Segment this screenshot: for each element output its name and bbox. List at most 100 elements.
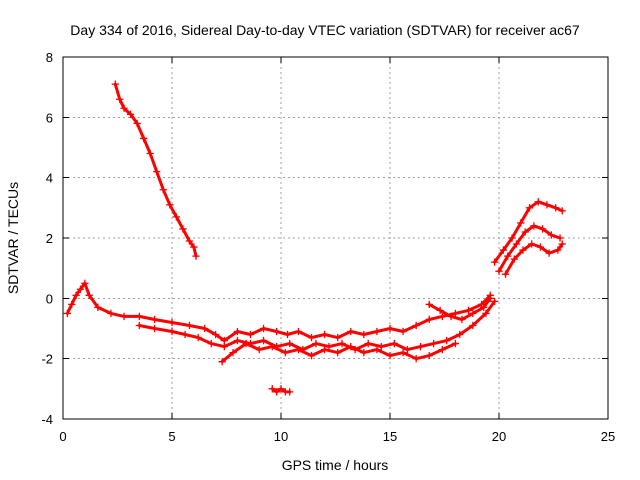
- data-point: [538, 225, 547, 233]
- data-point: [451, 339, 460, 348]
- x-tick-label: 0: [59, 429, 66, 444]
- data-point: [111, 80, 119, 88]
- data-point: [325, 342, 333, 351]
- y-tick-label: 6: [46, 110, 53, 125]
- data-point: [469, 309, 477, 318]
- data-point: [120, 104, 128, 112]
- data-point: [347, 342, 355, 351]
- data-point: [508, 234, 516, 242]
- y-tick-label: 2: [46, 231, 53, 246]
- data-point: [545, 249, 553, 257]
- x-tick-label: 10: [274, 429, 288, 444]
- x-tick-label: 20: [492, 429, 506, 444]
- data-point: [443, 336, 451, 345]
- data-point: [495, 267, 503, 275]
- data-point: [464, 306, 473, 315]
- data-point: [172, 213, 181, 221]
- x-axis-ticks: 0 5 10 15 20 25: [59, 57, 615, 444]
- data-point: [259, 336, 268, 345]
- data-point: [233, 336, 242, 345]
- data-point: [521, 228, 529, 236]
- data-point: [168, 318, 176, 327]
- data-point: [168, 327, 176, 336]
- data-point: [338, 339, 346, 348]
- data-point: [390, 339, 399, 348]
- data-point: [185, 237, 194, 245]
- data-point: [556, 234, 564, 242]
- data-point: [63, 309, 72, 318]
- data-point: [85, 291, 93, 299]
- x-axis-label: GPS time / hours: [282, 457, 389, 473]
- data-point: [294, 345, 303, 354]
- data-point: [412, 355, 420, 363]
- data-point: [120, 312, 128, 321]
- gridlines: [63, 57, 608, 419]
- data-point: [558, 240, 566, 248]
- data-point: [486, 294, 494, 302]
- data-point: [528, 240, 536, 248]
- data-point: [233, 327, 242, 336]
- data-point: [68, 300, 76, 309]
- data-point: [436, 306, 444, 315]
- data-point: [554, 246, 562, 254]
- data-point: [403, 345, 412, 354]
- data-point: [286, 339, 294, 348]
- data-point: [307, 352, 316, 360]
- data-point: [76, 285, 85, 293]
- data-point: [211, 330, 220, 339]
- data-point: [286, 388, 294, 396]
- data-point: [504, 252, 512, 260]
- data-point: [166, 201, 174, 209]
- series-track-5: [425, 294, 494, 324]
- data-point: [416, 342, 425, 351]
- data-point: [133, 119, 141, 128]
- data-point: [438, 312, 446, 321]
- data-point: [229, 348, 237, 357]
- data-point: [255, 345, 263, 354]
- y-tick-label: -2: [41, 352, 53, 367]
- data-point: [159, 186, 167, 194]
- data-point: [135, 312, 143, 321]
- data-point: [456, 330, 464, 339]
- data-point: [218, 358, 226, 366]
- data-point: [150, 315, 159, 324]
- data-point: [220, 342, 228, 351]
- data-point: [373, 327, 381, 336]
- data-point: [480, 303, 488, 312]
- data-point: [116, 95, 124, 103]
- chart-title: Day 334 of 2016, Sidereal Day-to-day VTE…: [70, 22, 580, 38]
- data-point: [220, 336, 228, 345]
- data-point: [72, 291, 80, 299]
- y-tick-label: 8: [46, 50, 53, 65]
- data-point: [268, 342, 276, 351]
- data-point: [386, 352, 394, 360]
- data-point: [307, 333, 316, 342]
- data-point: [320, 330, 329, 339]
- data-point: [512, 240, 521, 248]
- data-point: [242, 339, 250, 348]
- data-point: [469, 321, 477, 330]
- y-axis-label: SDTVAR / TECUs: [5, 182, 21, 294]
- data-point: [347, 327, 355, 336]
- data-point: [153, 167, 161, 176]
- data-point: [429, 339, 438, 348]
- data-point: [373, 345, 381, 354]
- data-point: [482, 309, 490, 318]
- data-point: [447, 312, 455, 321]
- data-point: [547, 231, 555, 239]
- data-point: [179, 225, 187, 233]
- data-point: [364, 339, 372, 348]
- data-point: [399, 348, 407, 357]
- data-point: [534, 198, 542, 206]
- data-point: [320, 345, 329, 354]
- data-point: [181, 330, 189, 339]
- data-point: [272, 327, 281, 336]
- data-point: [438, 345, 446, 354]
- data-point: [272, 388, 281, 396]
- data-point: [334, 348, 342, 357]
- data-point: [246, 330, 255, 339]
- data-point: [201, 324, 209, 333]
- y-axis-ticks: -4 -2 0 2 4 6 8: [41, 50, 608, 427]
